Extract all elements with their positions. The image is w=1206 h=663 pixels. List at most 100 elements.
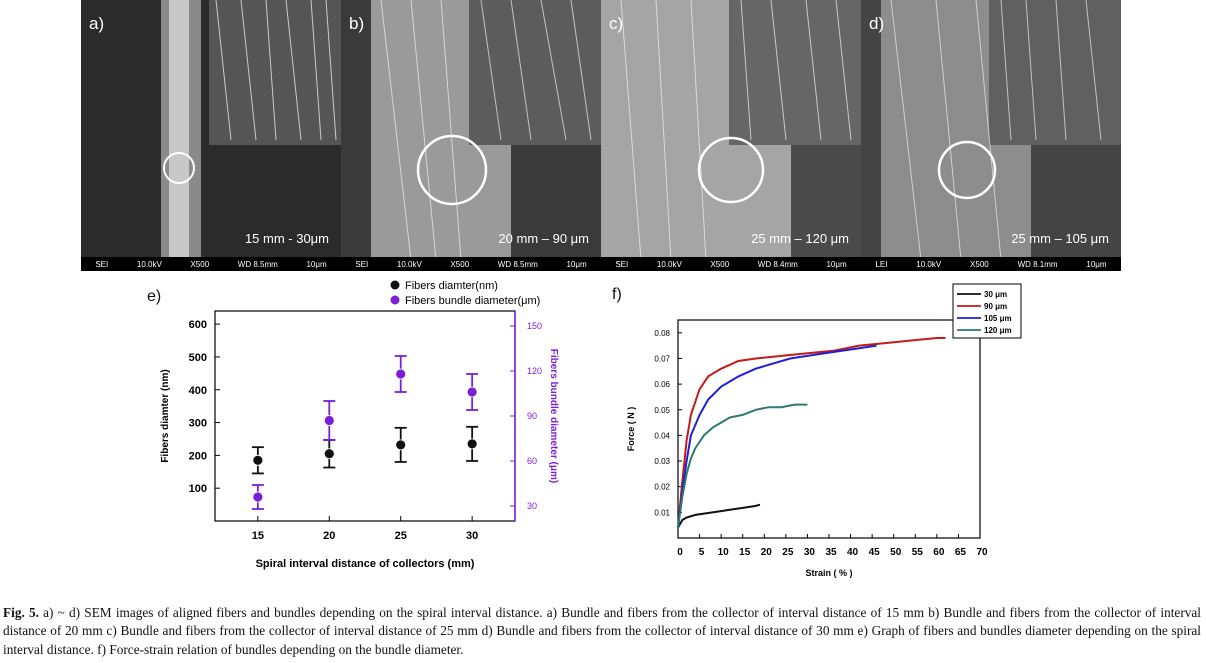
sem-panel-c: c) 25 mm – 120 μm SEI 10.0kV X500 WD 8.4… xyxy=(601,0,861,271)
x-tick-label: 60 xyxy=(933,547,945,558)
y-tick-label: 300 xyxy=(189,418,207,430)
y-tick-label: 0.06 xyxy=(654,380,670,389)
x-tick-label: 45 xyxy=(869,547,881,558)
sem-image-c xyxy=(601,0,861,271)
x-tick-label: 0 xyxy=(677,547,683,558)
chart-f-label: f) xyxy=(612,286,622,303)
x-tick-label: 35 xyxy=(825,547,837,558)
y-tick-label: 400 xyxy=(189,385,207,397)
y-tick-label: 0.05 xyxy=(654,406,670,415)
info-mode: SEI xyxy=(355,259,369,269)
legend-entry: 105 μm xyxy=(984,314,1012,323)
series-line xyxy=(677,403,808,528)
x-tick-label: 70 xyxy=(976,547,988,558)
info-wd: WD 8.1mm xyxy=(1017,259,1058,269)
data-point xyxy=(252,491,264,503)
x-tick-label: 55 xyxy=(912,547,924,558)
y-tick-label: 200 xyxy=(189,450,207,462)
series-line xyxy=(677,344,877,528)
info-wd: WD 8.4mm xyxy=(757,259,798,269)
x-tick-label: 40 xyxy=(847,547,859,558)
y-tick-label: 500 xyxy=(189,352,207,364)
y2-axis-label: Fibers bundle diameter (μm) xyxy=(548,349,559,483)
data-point xyxy=(395,368,407,380)
chart-e-label: e) xyxy=(147,288,162,305)
x-axis-label: Spiral interval distance of collectors (… xyxy=(256,558,475,570)
info-kv: 10.0kV xyxy=(916,259,942,269)
sem-image-row: a) 15 mm - 30μm SEI 10.0kV X500 WD 8.5mm… xyxy=(81,0,1121,271)
info-mag: X500 xyxy=(970,259,989,269)
sem-image-a xyxy=(81,0,341,271)
x-tick-label: 50 xyxy=(890,547,902,558)
sem-image-b xyxy=(341,0,601,271)
y-axis-label: Force ( N ) xyxy=(626,407,636,452)
data-point xyxy=(466,438,478,450)
y-tick-label: 0.03 xyxy=(654,457,670,466)
data-point xyxy=(466,386,478,398)
panel-scale-c: 25 mm – 120 μm xyxy=(751,231,849,246)
chart-e: 15 20 25 30 100 200 300 400 500 600 30 60 90 120 150 Sp… xyxy=(160,280,559,570)
figure-caption: Fig. 5. a) ~ d) SEM images of aligned fi… xyxy=(3,604,1201,659)
series-line xyxy=(677,503,761,529)
x-tick-label: 20 xyxy=(761,547,773,558)
panel-label-d: d) xyxy=(869,14,885,33)
info-kv: 10.0kV xyxy=(396,259,422,269)
info-mode: SEI xyxy=(615,259,629,269)
y2-tick-label: 150 xyxy=(527,321,542,331)
x-tick-label: 15 xyxy=(739,547,751,558)
y-tick-label: 100 xyxy=(189,483,207,495)
chart-f: 0 5 10 15 20 25 30 35 40 45 50 55 60 65 70 0.01 0.02 0.03… xyxy=(626,283,1022,578)
legend-entry: 120 μm xyxy=(984,326,1012,335)
info-mode: LEI xyxy=(875,259,888,269)
info-mag: X500 xyxy=(710,259,730,269)
caption-text: a) ~ d) SEM images of aligned fibers and… xyxy=(3,605,1201,657)
y2-tick-label: 30 xyxy=(527,501,537,511)
x-tick-label: 15 xyxy=(252,530,264,542)
panel-label-b: b) xyxy=(349,14,365,33)
panel-label-a: a) xyxy=(89,14,105,33)
legend-marker xyxy=(390,280,400,290)
data-point xyxy=(323,415,335,426)
data-point xyxy=(395,439,407,451)
panel-label-c: c) xyxy=(609,14,624,33)
info-scalebar: 10μm xyxy=(1086,259,1107,269)
info-wd: WD 8.5mm xyxy=(237,259,278,269)
data-point xyxy=(323,448,335,460)
info-mode: SEI xyxy=(95,259,109,269)
y-tick-label: 0.01 xyxy=(654,508,670,517)
sem-panel-a: a) 15 mm - 30μm SEI 10.0kV X500 WD 8.5mm… xyxy=(81,0,341,271)
y-tick-label: 0.07 xyxy=(654,354,670,363)
x-tick-label: 20 xyxy=(323,530,335,542)
legend-entry: 90 μm xyxy=(984,302,1007,311)
info-kv: 10.0kV xyxy=(136,259,162,269)
plot-frame xyxy=(214,310,516,522)
x-axis-label: Strain ( % ) xyxy=(805,568,852,578)
legend-entry: 30 μm xyxy=(984,290,1007,299)
x-tick-label: 5 xyxy=(699,547,705,558)
info-mag: X500 xyxy=(190,259,210,269)
series-line xyxy=(677,337,946,528)
y2-tick-label: 60 xyxy=(527,456,537,466)
legend-entry: Fibers bundle diameter(μm) xyxy=(405,295,540,307)
panel-scale-b: 20 mm – 90 μm xyxy=(498,231,589,246)
info-mag: X500 xyxy=(450,259,470,269)
sem-info-bar-b: SEI 10.0kV X500 WD 8.5mm 10μm xyxy=(341,257,601,271)
sem-info-bar-c: SEI 10.0kV X500 WD 8.4mm 10μm xyxy=(601,257,861,271)
x-tick-label: 30 xyxy=(466,530,478,542)
legend-entry: Fibers diamter(nm) xyxy=(405,280,498,292)
info-kv: 10.0kV xyxy=(656,259,682,269)
data-point xyxy=(252,454,264,466)
y-tick-label: 600 xyxy=(189,319,207,331)
x-tick-label: 10 xyxy=(718,547,730,558)
x-tick-label: 25 xyxy=(782,547,794,558)
caption-label: Fig. 5. xyxy=(3,605,39,620)
info-scalebar: 10μm xyxy=(566,259,587,269)
legend-box xyxy=(952,283,1022,339)
panel-scale-a: 15 mm - 30μm xyxy=(244,231,329,246)
x-tick-label: 25 xyxy=(395,530,407,542)
panel-scale-d: 25 mm – 105 μm xyxy=(1011,231,1109,246)
x-tick-label: 65 xyxy=(955,547,967,558)
y-tick-label: 0.04 xyxy=(654,431,670,440)
y-tick-label: 0.02 xyxy=(654,483,670,492)
info-scalebar: 10μm xyxy=(306,259,327,269)
